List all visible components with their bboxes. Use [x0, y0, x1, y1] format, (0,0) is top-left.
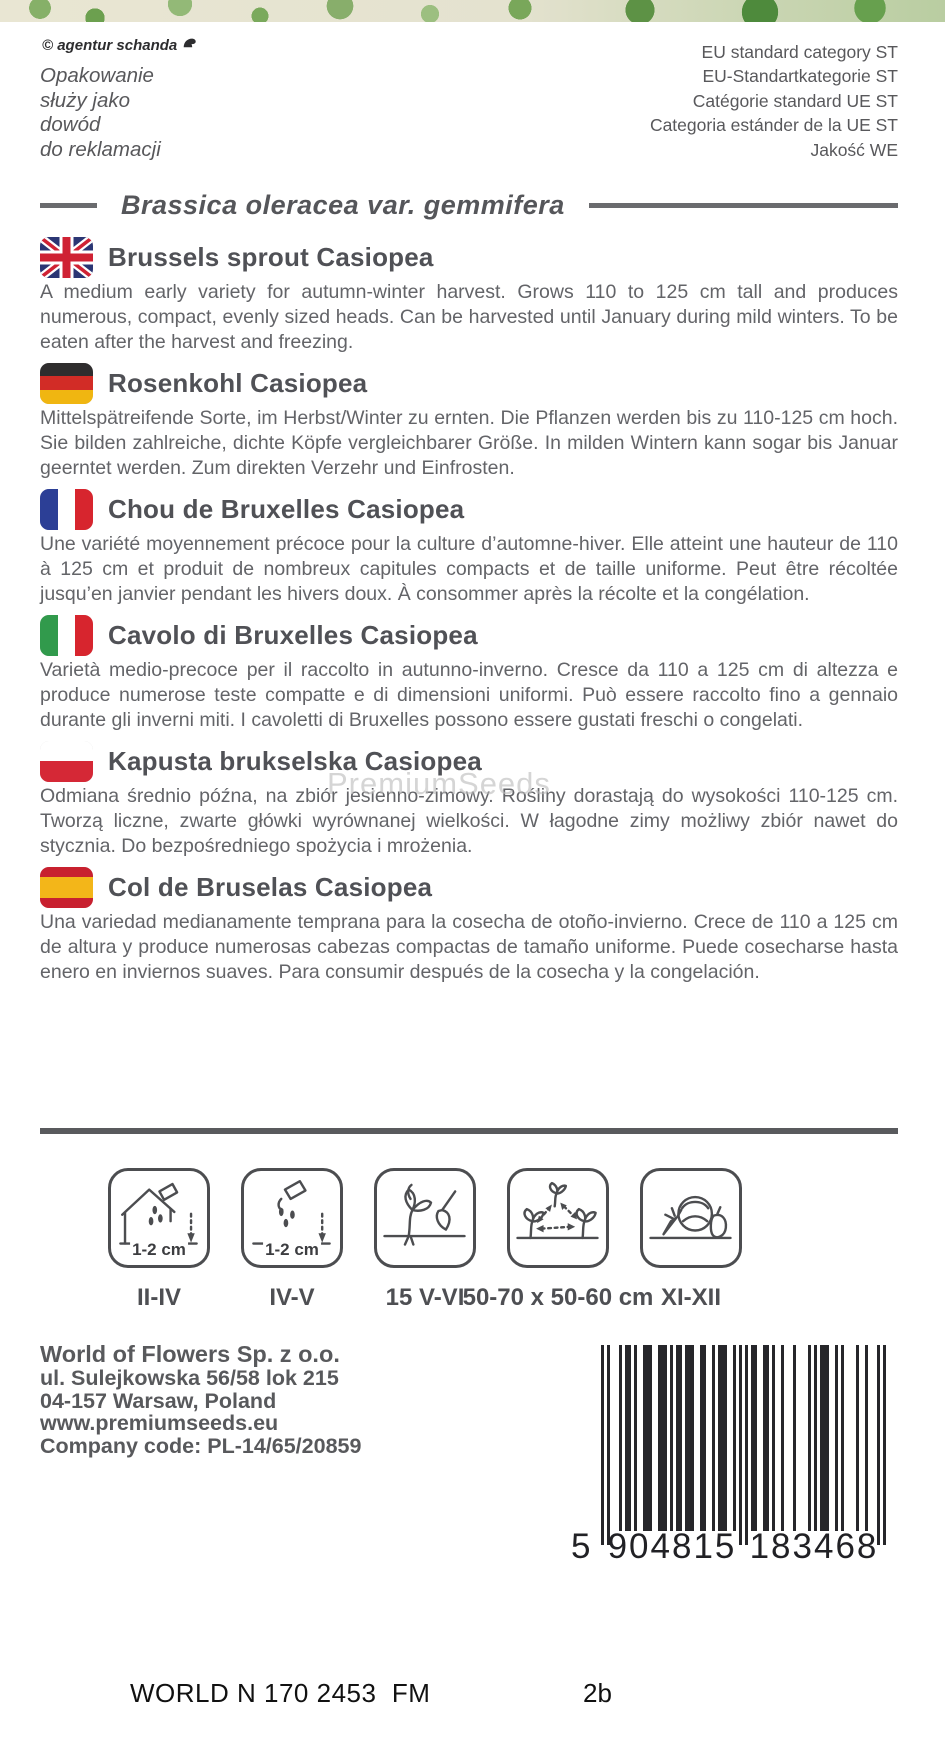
- germany-flag-icon: [40, 362, 93, 404]
- barcode-digits-right-group: 183468: [749, 1527, 879, 1566]
- harvest-icon: [640, 1168, 742, 1268]
- section-title: Rosenkohl Casiopea: [108, 367, 368, 398]
- transplant-period-label: 15 V-VI: [385, 1284, 465, 1311]
- section-spanish: Col de Bruselas Casiopea Una variedad me…: [40, 866, 898, 985]
- title-rule-right: [588, 203, 898, 208]
- instruction-spacing: 50-70 x 50-60 cm: [463, 1168, 653, 1312]
- section-body: Varietà medio-precoce per il raccolto in…: [40, 659, 898, 731]
- section-divider-rule: [40, 1128, 898, 1134]
- instruction-sow-indoors: 1-2 cm II-IV: [108, 1168, 210, 1312]
- uk-flag-icon: [40, 236, 93, 278]
- company-address-block: World of Flowers Sp. z o.o. ul. Sulejkow…: [40, 1342, 361, 1457]
- harvest-period-label: XI-XII: [660, 1284, 721, 1311]
- company-city: 04-157 Warsaw, Poland: [40, 1388, 277, 1413]
- transplanting-icon: [374, 1168, 476, 1268]
- section-title: Col de Bruselas Casiopea: [108, 871, 433, 902]
- sowing-instruction-icons: 1-2 cm II-IV 1-2 cm IV-V: [108, 1168, 742, 1312]
- section-title: Brussels sprout Casiopea: [108, 241, 434, 272]
- section-body: Une variété moyennement précoce pour la …: [40, 533, 898, 605]
- eu-category-line: EU standard category ST: [701, 42, 898, 62]
- sowing-period-label: IV-V: [269, 1284, 315, 1311]
- sowing-depth-label: 1-2 cm: [130, 1240, 188, 1260]
- claim-line: służy jako: [40, 88, 131, 112]
- claim-line: Opakowanie: [40, 64, 154, 87]
- indoor-sowing-icon: 1-2 cm: [108, 1168, 210, 1268]
- section-body: Odmiana średnio późna, na zbiór jesienno…: [40, 785, 898, 857]
- claim-line: do reklamacji: [40, 137, 161, 161]
- company-code: Company code: PL-14/65/20859: [40, 1433, 362, 1458]
- section-body: Una variedad medianamente temprana para …: [40, 911, 898, 983]
- instruction-transplant: 15 V-VI: [374, 1168, 476, 1312]
- sowing-depth-label: 1-2 cm: [263, 1240, 321, 1260]
- instruction-harvest: XI-XII: [640, 1168, 742, 1312]
- print-version-code: 2b: [583, 1678, 612, 1708]
- section-body: Mittelspätreifende Sorte, im Herbst/Wint…: [40, 407, 898, 479]
- claim-line: dowód: [40, 113, 101, 136]
- eu-category-line: Catégorie standard UE ST: [692, 90, 898, 111]
- premiumseeds-watermark: PremiumSeeds: [327, 766, 551, 801]
- agency-credit: © agentur schanda: [42, 36, 199, 54]
- company-website: www.premiumseeds.eu: [40, 1411, 279, 1436]
- botanical-name: Brassica oleracea var. gemmifera: [121, 190, 565, 220]
- poland-flag-icon: [40, 740, 93, 782]
- header-photo-strip: [0, 0, 945, 22]
- instruction-sow-outdoors: 1-2 cm IV-V: [241, 1168, 343, 1312]
- company-name: World of Flowers Sp. z o.o.: [40, 1341, 340, 1367]
- section-french: Chou de Bruxelles Casiopea Une variété m…: [40, 488, 898, 607]
- italy-flag-icon: [40, 614, 93, 656]
- company-street: ul. Sulejkowska 56/58 lok 215: [40, 1366, 339, 1390]
- section-german: Rosenkohl Casiopea Mittelspätreifende So…: [40, 362, 898, 481]
- section-title: Chou de Bruxelles Casiopea: [108, 493, 465, 524]
- botanical-title-row: Brassica oleracea var. gemmifera: [40, 190, 898, 221]
- plant-spacing-icon: [507, 1168, 609, 1268]
- sowing-period-label: II-IV: [136, 1284, 181, 1311]
- section-title: Kapusta brukselska Casiopea: [108, 745, 482, 776]
- ean13-barcode: 5 904815 183468: [571, 1345, 886, 1570]
- packaging-claim-note: Opakowanie służy jako dowód do reklamacj…: [40, 64, 161, 162]
- outdoor-sowing-icon: 1-2 cm: [241, 1168, 343, 1268]
- section-italian: Cavolo di Bruxelles Casiopea Varietà med…: [40, 614, 898, 733]
- section-title: Cavolo di Bruxelles Casiopea: [108, 619, 478, 650]
- spain-flag-icon: [40, 866, 93, 908]
- barcode-digits-left-group: 904815: [607, 1527, 737, 1566]
- france-flag-icon: [40, 488, 93, 530]
- eu-category-line: Categoria estánder de la UE ST: [649, 115, 898, 136]
- title-rule-left: [40, 203, 97, 208]
- barcode-bars: [601, 1345, 886, 1545]
- eu-category-line: EU-Standartkategorie ST: [702, 66, 898, 87]
- schanda-logo-icon: [182, 36, 199, 54]
- spacing-value-label: 50-70 x 50-60 cm: [462, 1284, 654, 1311]
- section-body: A medium early variety for autumn-winter…: [40, 281, 898, 353]
- eu-category-line: Jakość WE: [810, 139, 898, 160]
- eu-standard-category-block: EU standard category ST EU-Standartkateg…: [650, 40, 898, 162]
- print-batch-code: WORLD N 170 2453 FM: [130, 1678, 431, 1708]
- barcode-digit-prefix: 5: [571, 1527, 591, 1566]
- agency-credit-text: © agentur schanda: [42, 36, 178, 54]
- language-sections: Brussels sprout Casiopea A medium early …: [40, 236, 898, 992]
- section-english: Brussels sprout Casiopea A medium early …: [40, 236, 898, 355]
- section-polish: Kapusta brukselska Casiopea Odmiana śred…: [40, 740, 898, 859]
